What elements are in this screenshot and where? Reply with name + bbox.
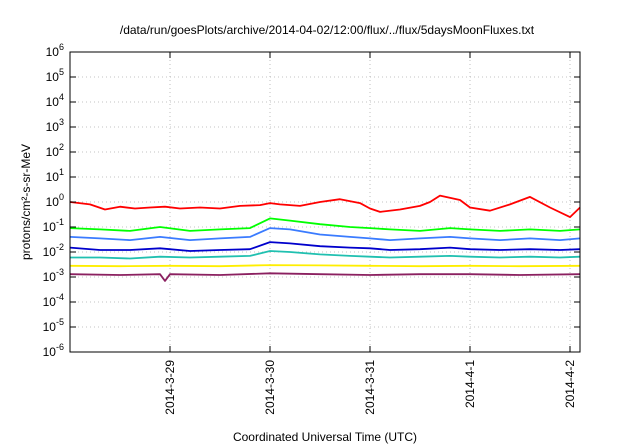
series-line-7 — [69, 272, 581, 282]
x-tick-label: 2014-4-2 — [563, 360, 577, 408]
x-tick-label: 2014-3-29 — [163, 360, 177, 415]
y-tick-label: 10-4 — [43, 292, 64, 309]
y-tick-label: 104 — [46, 92, 64, 109]
y-tick-label: 10-6 — [43, 342, 64, 359]
series-line-3 — [69, 227, 581, 242]
y-tick-label: 10-3 — [43, 267, 64, 284]
x-tick-label: 2014-4-1 — [463, 360, 477, 408]
y-tick-label: 10-1 — [43, 217, 64, 234]
x-tick-label: 2014-3-30 — [263, 360, 277, 415]
x-axis-label: Coordinated Universal Time (UTC) — [233, 430, 417, 444]
series-line-4 — [69, 241, 581, 252]
y-tick-label: 106 — [46, 42, 64, 59]
series-line-6 — [69, 264, 581, 268]
y-tick-label: 103 — [46, 117, 64, 134]
series-line-1 — [69, 194, 581, 219]
series-layer — [69, 194, 581, 282]
chart-title: /data/run/goesPlots/archive/2014-04-02/1… — [120, 23, 535, 37]
y-tick-label: 102 — [46, 142, 64, 159]
y-tick-label: 100 — [46, 192, 64, 209]
y-tick-label: 10-2 — [43, 242, 64, 259]
ticks — [70, 51, 580, 353]
y-tick-label: 101 — [46, 167, 64, 184]
y-tick-label: 10-5 — [43, 317, 64, 334]
y-axis-label: protons/cm²-s-sr-MeV — [19, 144, 33, 260]
series-line-5 — [70, 250, 581, 260]
grid — [70, 52, 580, 352]
series-line-2 — [69, 217, 581, 232]
x-tick-label: 2014-3-31 — [363, 360, 377, 415]
y-tick-labels: 10-6 10-5 10-4 10-3 10-2 10-1 100 101 102 103 104 1… — [43, 42, 64, 359]
y-tick-label: 105 — [46, 67, 64, 84]
x-tick-labels: 2014-3-29 2014-3-30 2014-3-31 2014-4-1 2014-… — [163, 360, 577, 415]
